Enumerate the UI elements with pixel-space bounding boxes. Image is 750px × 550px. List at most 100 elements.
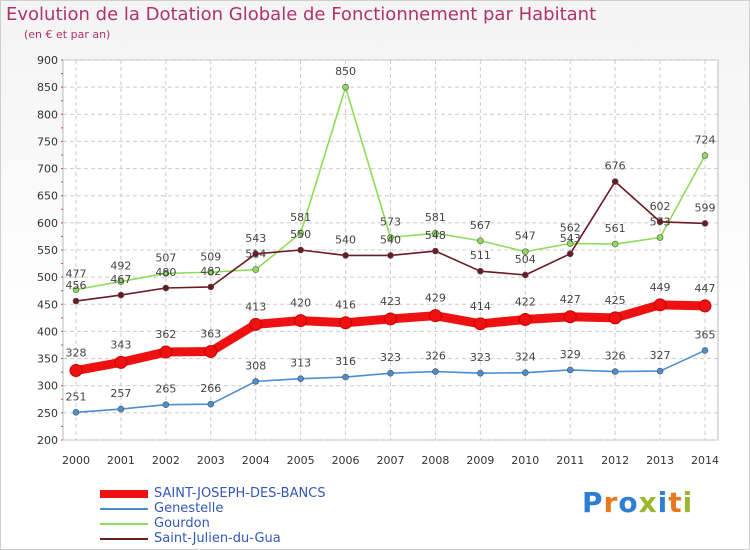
data-point-genestelle [521, 369, 529, 376]
data-point-saint-joseph [294, 314, 308, 328]
data-point-genestelle [117, 405, 125, 413]
data-point-saint-julien [387, 252, 394, 259]
data-label-saint-joseph: 414 [470, 300, 491, 313]
data-label-genestelle: 266 [200, 382, 221, 395]
data-point-saint-joseph [473, 317, 487, 331]
legend-label-saint-joseph: SAINT-JOSEPH-DES-BANCS [154, 486, 326, 501]
data-label-gourdon: 567 [470, 219, 491, 232]
x-tick-label: 2014 [691, 454, 719, 467]
data-point-genestelle [701, 347, 709, 354]
data-point-saint-joseph [384, 312, 397, 326]
data-label-saint-julien: 543 [560, 232, 581, 245]
y-tick-label: 850 [37, 81, 58, 94]
data-point-saint-joseph [204, 345, 218, 359]
chart-title: Evolution de la Dotation Globale de Fonc… [6, 4, 597, 25]
logo-letter: t [668, 486, 683, 519]
data-label-genestelle: 324 [515, 351, 536, 364]
x-tick-label: 2010 [511, 454, 539, 467]
data-point-saint-julien [207, 283, 215, 291]
data-label-genestelle: 323 [470, 351, 491, 364]
y-tick-label: 600 [37, 217, 58, 230]
data-label-saint-joseph: 343 [110, 338, 131, 351]
data-label-gourdon: 562 [560, 221, 581, 234]
data-label-genestelle: 316 [335, 355, 356, 368]
legend-swatch-saint-joseph [100, 489, 148, 498]
data-point-genestelle [656, 367, 664, 375]
data-label-saint-joseph: 363 [200, 328, 221, 341]
data-label-gourdon: 724 [695, 134, 716, 147]
data-label-saint-joseph: 413 [245, 300, 266, 313]
data-point-saint-julien [701, 220, 709, 227]
x-tick-label: 2001 [107, 454, 135, 467]
legend-label-gourdon: Gourdon [154, 516, 210, 531]
x-tick-label: 2006 [332, 454, 360, 467]
x-tick-label: 2003 [197, 454, 225, 467]
data-point-saint-joseph [114, 355, 128, 369]
data-point-genestelle [342, 373, 349, 381]
data-label-saint-julien: 599 [695, 201, 716, 214]
x-tick-label: 2000 [62, 454, 90, 467]
data-label-genestelle: 327 [650, 349, 671, 362]
data-point-genestelle [432, 368, 439, 375]
data-point-saint-julien [342, 252, 349, 259]
data-point-genestelle [297, 375, 304, 382]
logo-letter: i [657, 486, 669, 519]
data-point-gourdon [297, 229, 304, 237]
y-tick-label: 900 [37, 54, 58, 67]
data-label-saint-joseph: 425 [605, 294, 626, 307]
legend-label-saint-julien: Saint-Julien-du-Gua [154, 531, 281, 546]
legend-item-saint-julien: Saint-Julien-du-Gua [100, 531, 326, 546]
data-point-saint-joseph [563, 310, 577, 324]
legend-item-gourdon: Gourdon [100, 516, 326, 531]
legend-swatch-gourdon [100, 522, 148, 525]
data-point-saint-joseph [249, 317, 263, 331]
data-label-saint-julien: 540 [335, 233, 356, 246]
data-label-genestelle: 308 [245, 359, 266, 372]
data-point-saint-julien [162, 284, 170, 292]
data-label-saint-julien: 543 [245, 232, 266, 245]
data-label-gourdon: 509 [200, 250, 221, 263]
y-tick-label: 200 [37, 434, 58, 447]
data-point-gourdon [387, 234, 394, 241]
x-tick-label: 2011 [556, 454, 584, 467]
logo-letter: x [638, 486, 658, 519]
data-point-saint-julien [297, 246, 304, 254]
data-label-saint-joseph: 362 [155, 328, 176, 341]
x-tick-label: 2013 [646, 454, 674, 467]
data-label-saint-joseph: 423 [380, 295, 401, 308]
chart-subtitle: (en € et par an) [24, 28, 111, 41]
data-point-saint-joseph [608, 311, 622, 325]
data-label-gourdon: 581 [290, 211, 311, 224]
data-label-saint-joseph: 429 [425, 292, 446, 305]
data-point-saint-julien [521, 271, 529, 279]
data-point-saint-julien [117, 291, 125, 299]
data-label-gourdon: 507 [155, 251, 176, 264]
data-label-genestelle: 313 [290, 357, 311, 370]
y-tick-label: 700 [37, 163, 58, 176]
data-label-saint-joseph: 416 [335, 299, 356, 312]
data-label-saint-julien: 480 [155, 266, 176, 279]
y-tick-label: 800 [37, 108, 58, 121]
data-point-gourdon [117, 278, 125, 285]
y-tick-label: 350 [37, 353, 58, 366]
x-tick-label: 2007 [377, 454, 405, 467]
logo-letter: o [618, 486, 639, 519]
logo-letter: r [603, 486, 619, 519]
data-label-saint-julien: 482 [200, 265, 221, 278]
data-label-saint-joseph: 420 [290, 297, 311, 310]
legend-item-genestelle: Genestelle [100, 501, 326, 516]
data-point-saint-julien [252, 250, 260, 258]
data-point-saint-julien [566, 250, 574, 258]
data-point-gourdon [432, 229, 439, 237]
data-point-genestelle [207, 400, 215, 408]
data-label-gourdon: 561 [605, 222, 626, 235]
legend-swatch-genestelle [100, 507, 148, 510]
data-label-saint-joseph: 447 [695, 282, 716, 295]
data-label-gourdon: 573 [380, 216, 401, 229]
data-label-saint-julien: 550 [290, 228, 311, 241]
data-point-saint-joseph [339, 316, 353, 330]
data-label-genestelle: 323 [380, 351, 401, 364]
data-label-saint-joseph: 328 [66, 347, 87, 360]
data-label-saint-julien: 540 [380, 233, 401, 246]
data-point-gourdon [477, 237, 484, 245]
